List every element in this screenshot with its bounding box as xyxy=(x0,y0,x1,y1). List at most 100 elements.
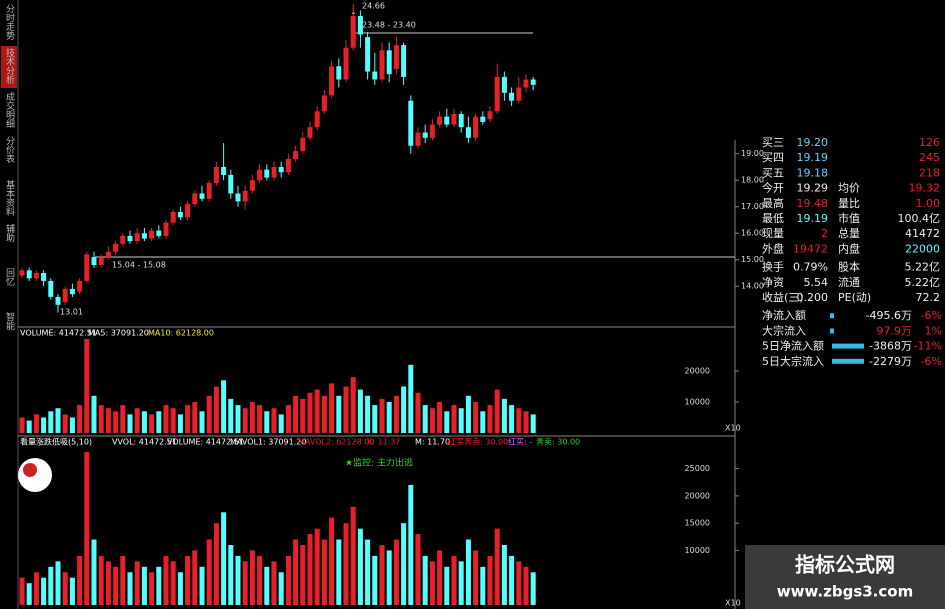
sidebar-tab[interactable]: 分价表 xyxy=(4,136,15,164)
candle-body xyxy=(221,166,227,175)
fund-value: -495.6万 xyxy=(866,309,912,322)
volume-bar xyxy=(451,555,457,605)
candle-body xyxy=(523,79,529,88)
volume-bar xyxy=(393,539,399,605)
volume-bar xyxy=(228,398,234,433)
fund-percent: -6% xyxy=(921,309,942,322)
volume-bar xyxy=(444,566,450,605)
candle-body xyxy=(41,272,47,281)
quote-value: 5.54 xyxy=(804,276,829,289)
candle-body xyxy=(321,95,327,112)
volume-bar xyxy=(26,420,32,433)
candle-body xyxy=(98,257,104,266)
volume-bar xyxy=(19,577,25,605)
fund-value: -2279万 xyxy=(869,355,912,368)
candle-body xyxy=(192,193,198,205)
volume-bar xyxy=(494,389,500,433)
volume-bar xyxy=(437,550,443,605)
quote-label: 买三 xyxy=(762,136,784,149)
quote-label: PE(动) xyxy=(838,291,871,304)
sidebar-tab[interactable]: 回忆 xyxy=(4,268,15,287)
volume-bar xyxy=(314,528,320,605)
candle-body xyxy=(437,116,443,125)
sidebar-tab[interactable]: 基本资料 xyxy=(4,179,15,217)
candle-body xyxy=(530,79,536,85)
volume-bar xyxy=(422,555,428,605)
quote-value: 5.22亿 xyxy=(905,276,941,289)
y-tick-label: 15000 xyxy=(685,519,710,528)
volume-bar xyxy=(307,534,313,605)
panel-header: 看量涨跌低吸(5,10) xyxy=(20,437,92,447)
quote-label: 外盘 xyxy=(762,241,784,255)
candle-body xyxy=(127,235,133,242)
volume-bar xyxy=(458,561,464,605)
volume-bar xyxy=(343,523,349,605)
annotation: 15.04 - 15.08 xyxy=(112,261,166,270)
sidebar-tab[interactable]: 智能 xyxy=(4,311,15,331)
quote-label: 净资 xyxy=(762,275,784,289)
volume-bar xyxy=(350,377,356,433)
volume-bar xyxy=(84,452,90,605)
volume-bar xyxy=(55,561,61,605)
quote-label: 换手 xyxy=(762,260,784,274)
volume-bar xyxy=(278,572,284,605)
quote-label: 现量 xyxy=(762,227,784,240)
volume-bar xyxy=(473,550,479,605)
fund-label: 5日大宗流入 xyxy=(762,354,824,368)
candle-body xyxy=(307,127,313,138)
quote-label: 流通 xyxy=(838,275,860,289)
candle-body xyxy=(415,132,421,146)
volume-bars xyxy=(19,452,536,605)
quote-value: 5.22亿 xyxy=(905,261,941,274)
volume-bar xyxy=(192,402,198,433)
quote-value: 1.00 xyxy=(916,197,941,210)
sidebar-tab[interactable]: 分时走势 xyxy=(4,4,15,41)
candle-body xyxy=(487,111,493,120)
volume-bar xyxy=(206,395,212,433)
quote-label: 今开 xyxy=(762,181,784,195)
volume-bar xyxy=(530,414,536,433)
watermark-box xyxy=(745,545,945,609)
sidebar-tab[interactable]: 成交明细 xyxy=(4,91,15,128)
quote-value: 0.79% xyxy=(793,261,828,274)
quote-label: 最低 xyxy=(762,212,784,225)
volume-bar xyxy=(206,539,212,605)
quote-label: 收益(三) xyxy=(762,290,804,304)
fund-percent: 1% xyxy=(925,324,942,337)
annotation: 23.48 - 23.40 xyxy=(362,21,416,30)
volume-bar xyxy=(393,395,399,433)
quote-value: 22000 xyxy=(905,242,940,255)
volume-bar xyxy=(293,395,299,433)
sidebar-tab[interactable]: 辅助 xyxy=(4,223,15,243)
logo-icon xyxy=(18,458,52,492)
volume-bar xyxy=(343,386,349,433)
candle-body xyxy=(105,251,111,258)
sidebar-tab[interactable]: 技术分析 xyxy=(4,47,15,85)
candle-body xyxy=(393,45,399,69)
volume-bar xyxy=(33,414,39,433)
panel-header: VVOL: 41472.51 xyxy=(112,438,177,447)
quote-label: 市值 xyxy=(838,211,860,225)
volume-bar xyxy=(192,550,198,605)
candle-body xyxy=(329,66,335,96)
volume-bar xyxy=(105,561,111,605)
quote-label: 量比 xyxy=(838,197,860,210)
volume-bar xyxy=(357,389,363,433)
quote-value: 0.200 xyxy=(797,291,829,304)
candle-body xyxy=(199,193,205,199)
candle-body xyxy=(249,180,255,191)
quote-label: 均价 xyxy=(838,182,860,195)
volume-bar xyxy=(451,405,457,433)
candle-body xyxy=(55,296,61,305)
candle-body xyxy=(134,233,140,242)
volume-bar xyxy=(213,523,219,605)
volume-bar xyxy=(386,402,392,433)
volume-bar xyxy=(48,411,54,433)
volume-bar xyxy=(163,555,169,605)
candle-body xyxy=(408,100,414,146)
volume-bar xyxy=(98,405,104,433)
volume-bar xyxy=(501,398,507,433)
candle-body xyxy=(33,272,39,279)
volume-bar xyxy=(321,539,327,605)
volume-bar xyxy=(386,550,392,605)
